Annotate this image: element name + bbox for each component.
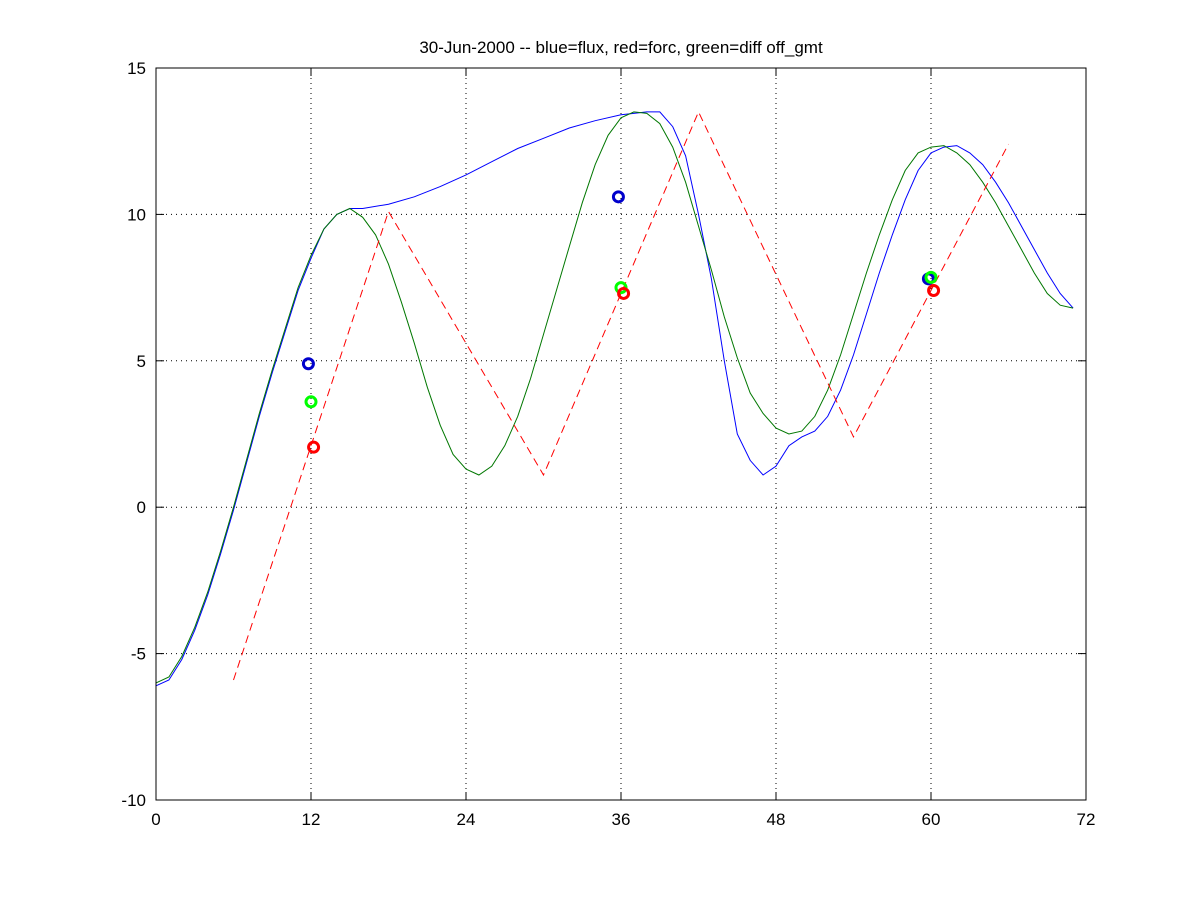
marker-point [611, 190, 625, 204]
x-tick-label: 48 [767, 810, 786, 829]
grid [156, 68, 1086, 800]
marker-point [307, 440, 321, 454]
chart-title: 30-Jun-2000 -- blue=flux, red=forc, gree… [419, 38, 823, 57]
y-tick-label: 15 [127, 59, 146, 78]
x-tick-label: 72 [1077, 810, 1096, 829]
series-line-2 [233, 110, 1009, 681]
x-tick-label: 24 [457, 810, 476, 829]
series-group [155, 110, 1074, 687]
y-tick-label: -5 [131, 645, 146, 664]
series-line-1 [155, 111, 1074, 684]
x-tick-label: 36 [612, 810, 631, 829]
marker-point [927, 284, 941, 298]
marker-point [924, 270, 938, 284]
y-tick-label: 5 [137, 352, 146, 371]
series-line-0 [155, 111, 1074, 687]
marker-point [304, 395, 318, 409]
marker-point [301, 357, 315, 371]
y-tick-label: -10 [121, 791, 146, 810]
marker-point [617, 286, 631, 300]
y-tick-label: 0 [137, 498, 146, 517]
ticks-group: 0 12 24 36 48 60 72 -10 -5 0 5 10 15 [121, 59, 1095, 829]
y-tick-label: 10 [127, 205, 146, 224]
x-tick-label: 12 [302, 810, 321, 829]
x-tick-label: 0 [151, 810, 160, 829]
x-tick-label: 60 [922, 810, 941, 829]
markers-group [301, 190, 941, 454]
